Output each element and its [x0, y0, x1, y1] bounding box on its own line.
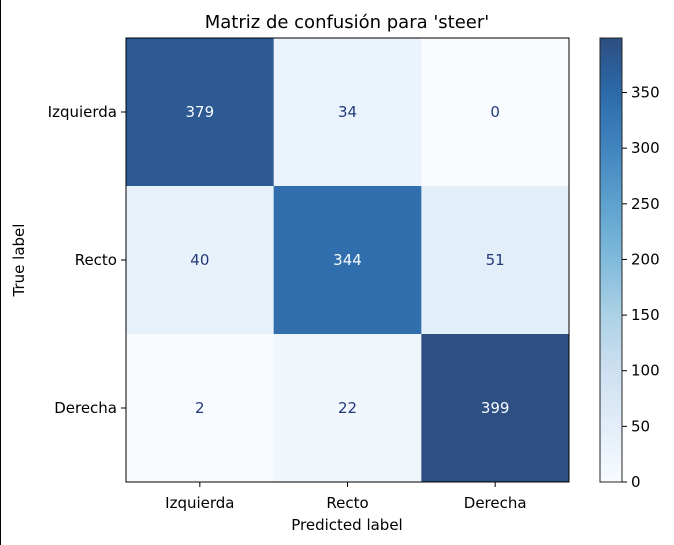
y-tick-label: Derecha: [54, 399, 117, 417]
colorbar-ticks: 0 50 100 150 200 250 300 350: [622, 84, 660, 491]
colorbar-tick-label: 250: [631, 195, 660, 213]
matrix-cell-value: 2: [195, 399, 205, 417]
colorbar-tick-label: 300: [631, 139, 660, 157]
matrix-cell: [421, 38, 570, 187]
matrix-cell-value: 0: [490, 103, 500, 121]
matrix-cell-value: 34: [338, 103, 357, 121]
matrix-cell: [126, 38, 275, 187]
matrix-cell: [421, 334, 570, 483]
matrix-cell: [421, 186, 570, 335]
y-tick-label: Recto: [75, 251, 117, 269]
x-axis-label: Predicted label: [291, 516, 402, 534]
y-axis-ticks: Izquierda Recto Derecha: [48, 103, 126, 417]
matrix-cells: [126, 38, 570, 483]
matrix-cell: [273, 334, 422, 483]
chart-title: Matriz de confusión para 'steer': [205, 12, 489, 33]
matrix-cell-value: 379: [186, 103, 215, 121]
y-tick-label: Izquierda: [48, 103, 117, 121]
y-axis-label: True label: [10, 224, 28, 298]
colorbar-tick-label: 0: [631, 473, 641, 491]
colorbar-tick-label: 50: [631, 417, 650, 435]
colorbar: [599, 37, 623, 483]
colorbar-tick-label: 100: [631, 362, 660, 380]
x-tick-label: Derecha: [464, 494, 527, 512]
matrix-cell: [273, 186, 422, 335]
matrix-cell-value: 22: [338, 399, 357, 417]
matrix-cell-value: 344: [333, 251, 362, 269]
matrix-cell: [126, 334, 275, 483]
matrix-cell: [273, 38, 422, 187]
matrix-cell: [126, 186, 275, 335]
x-axis-ticks: Izquierda Recto Derecha: [165, 482, 527, 512]
colorbar-tick-label: 350: [631, 84, 660, 102]
x-tick-label: Izquierda: [165, 494, 234, 512]
x-tick-label: Recto: [326, 494, 368, 512]
colorbar-tick-label: 150: [631, 306, 660, 324]
matrix-cell-value: 51: [486, 251, 505, 269]
matrix-cell-value: 40: [190, 251, 209, 269]
colorbar-tick-label: 200: [631, 250, 660, 268]
matrix-cell-labels: 379 34 040 344 512 22 399: [186, 103, 510, 417]
matrix-cell-value: 399: [481, 399, 510, 417]
left-window-edge: [0, 0, 1, 545]
